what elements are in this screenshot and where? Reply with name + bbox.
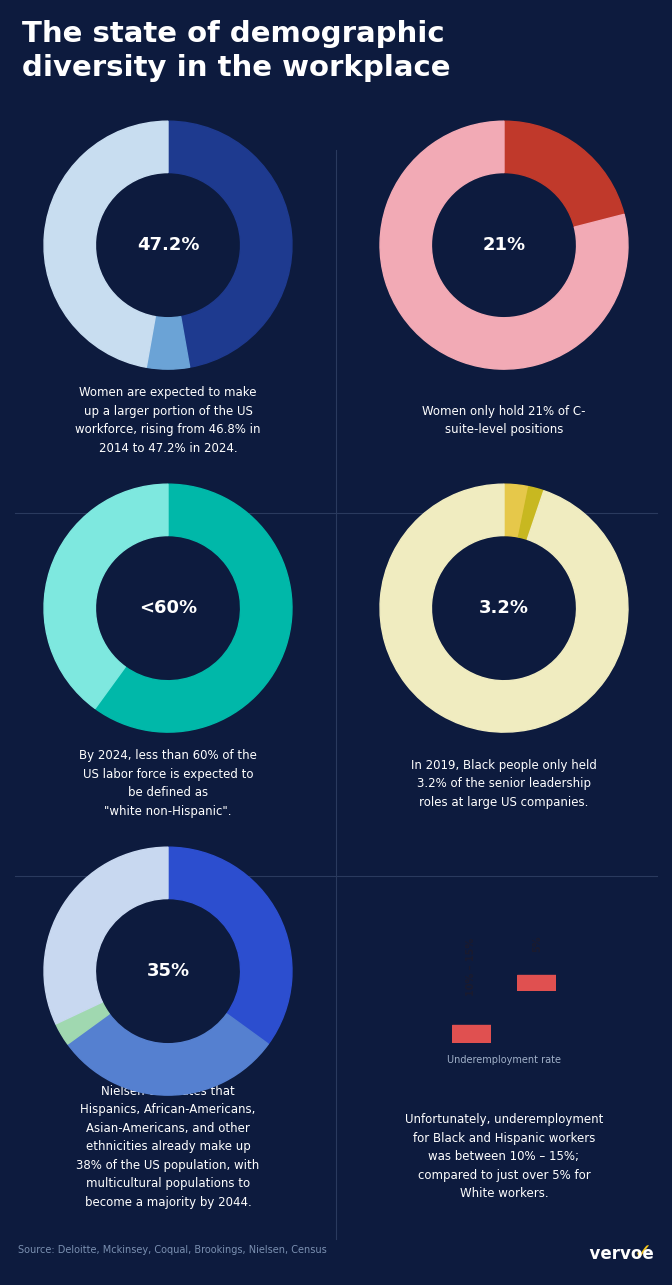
Text: vervoe: vervoe — [578, 1245, 654, 1263]
Text: Unfortunately, underemployment
for Black and Hispanic workers
was between 10% – : Unfortunately, underemployment for Black… — [405, 1114, 603, 1200]
Text: ✓: ✓ — [634, 1243, 652, 1263]
Wedge shape — [44, 121, 168, 368]
Text: <60%: <60% — [139, 599, 197, 617]
Text: The state of demographic
diversity in the workplace: The state of demographic diversity in th… — [22, 21, 450, 81]
Text: In 2019, Black people only held
3.2% of the senior leadership
roles at large US : In 2019, Black people only held 3.2% of … — [411, 758, 597, 808]
Text: 5%: 5% — [532, 935, 542, 952]
Bar — [517, 975, 556, 991]
Text: 3.2%: 3.2% — [479, 599, 529, 617]
Text: By 2024, less than 60% of the
US labor force is expected to
be defined as
"white: By 2024, less than 60% of the US labor f… — [79, 749, 257, 819]
Wedge shape — [68, 1014, 268, 1095]
Text: 47.2%: 47.2% — [136, 236, 200, 254]
Text: Underemployment rate: Underemployment rate — [447, 1055, 561, 1065]
Wedge shape — [146, 316, 190, 369]
Wedge shape — [519, 487, 544, 540]
Wedge shape — [504, 121, 624, 227]
Text: 10% – 15%: 10% – 15% — [466, 938, 476, 996]
Wedge shape — [56, 1002, 110, 1043]
Bar — [452, 1025, 491, 1043]
Text: 35%: 35% — [146, 962, 190, 980]
Wedge shape — [380, 121, 628, 369]
Wedge shape — [380, 484, 628, 732]
Text: Women are expected to make
up a larger portion of the US
workforce, rising from : Women are expected to make up a larger p… — [75, 387, 261, 455]
Text: Source: Deloitte, Mckinsey, Coqual, Brookings, Nielsen, Census: Source: Deloitte, Mckinsey, Coqual, Broo… — [18, 1245, 327, 1255]
Wedge shape — [504, 484, 529, 537]
Wedge shape — [44, 484, 168, 708]
Wedge shape — [44, 847, 168, 1024]
Wedge shape — [95, 484, 292, 732]
Text: Nielsen estimates that
Hispanics, African-Americans,
Asian-Americans, and other
: Nielsen estimates that Hispanics, Africa… — [77, 1085, 259, 1209]
Wedge shape — [168, 847, 292, 1043]
Text: 21%: 21% — [482, 236, 526, 254]
Wedge shape — [168, 121, 292, 368]
Text: Women only hold 21% of C-
suite-level positions: Women only hold 21% of C- suite-level po… — [422, 405, 586, 437]
